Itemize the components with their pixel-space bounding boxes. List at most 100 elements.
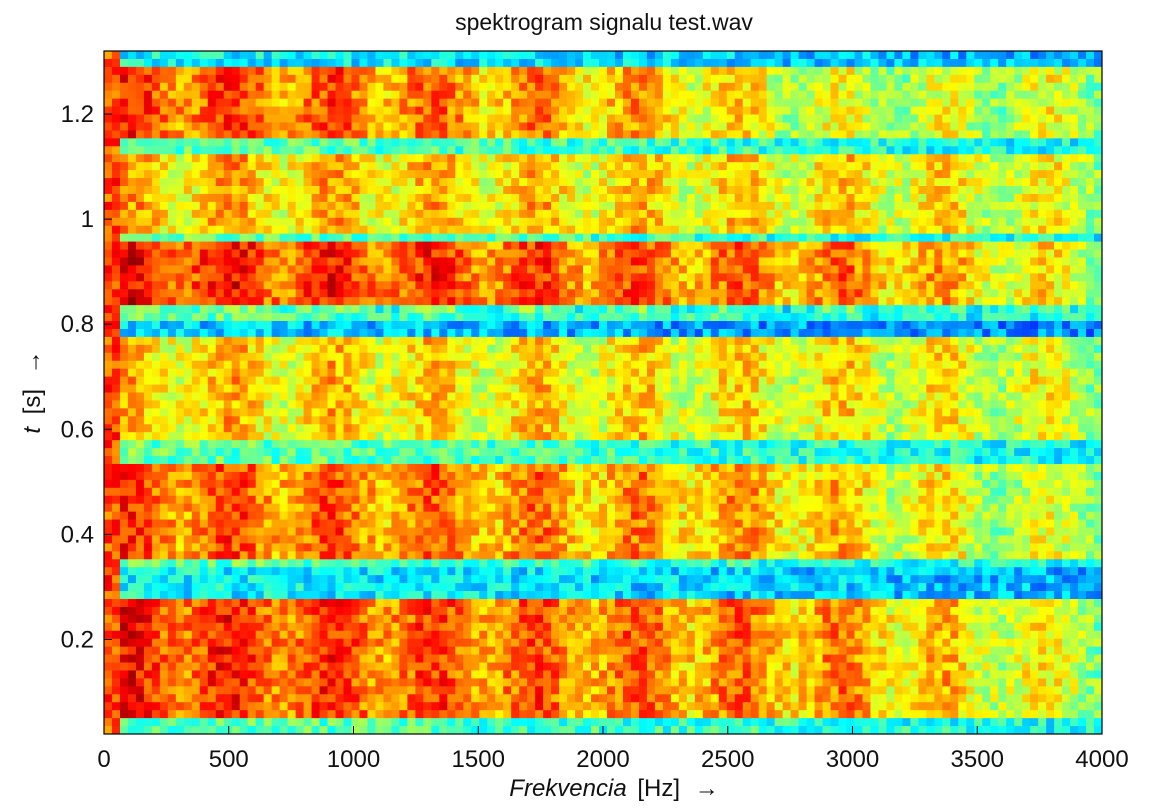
heatmap-cell	[750, 265, 760, 274]
heatmap-cell	[702, 90, 712, 100]
heatmap-cell	[1030, 249, 1039, 258]
heatmap-cell	[303, 193, 312, 203]
heatmap-cell	[622, 257, 632, 266]
heatmap-cell	[1078, 90, 1087, 100]
heatmap-cell	[207, 193, 217, 203]
heatmap-cell	[974, 233, 983, 242]
heatmap-cell	[750, 154, 760, 163]
heatmap-cell	[423, 58, 432, 68]
heatmap-cell	[439, 225, 448, 235]
heatmap-cell	[255, 74, 265, 84]
heatmap-cell	[151, 273, 161, 282]
heatmap-cell	[295, 233, 304, 242]
heatmap-cell	[455, 90, 464, 100]
heatmap-cell	[407, 233, 416, 242]
heatmap-cell	[487, 146, 496, 155]
heatmap-cell	[391, 344, 400, 354]
heatmap-cell	[399, 154, 408, 163]
heatmap-cell	[806, 209, 815, 219]
heatmap-cell	[926, 289, 935, 298]
heatmap-cell	[159, 281, 169, 290]
heatmap-cell	[359, 305, 368, 314]
heatmap-cell	[1014, 66, 1023, 76]
heatmap-cell	[838, 178, 847, 187]
heatmap-cell	[399, 98, 408, 107]
heatmap-cell	[990, 249, 999, 258]
heatmap-cell	[343, 130, 352, 139]
heatmap-cell	[327, 305, 336, 314]
heatmap-cell	[575, 146, 584, 155]
heatmap-cell	[854, 90, 863, 100]
heatmap-cell	[678, 321, 688, 330]
heatmap-cell	[215, 98, 225, 107]
heatmap-cell	[726, 344, 736, 354]
heatmap-cell	[391, 313, 400, 322]
heatmap-cell	[263, 297, 273, 306]
heatmap-cell	[982, 106, 991, 115]
heatmap-cell	[143, 74, 153, 84]
heatmap-cell	[1030, 297, 1039, 306]
heatmap-cell	[527, 98, 536, 107]
heatmap-cell	[343, 209, 352, 219]
heatmap-cell	[670, 336, 680, 346]
heatmap-cell	[878, 217, 887, 227]
heatmap-cell	[143, 321, 153, 330]
heatmap-cell	[686, 186, 696, 195]
heatmap-cell	[766, 106, 776, 115]
heatmap-cell	[279, 186, 289, 195]
heatmap-cell	[630, 154, 640, 163]
heatmap-cell	[878, 305, 887, 314]
heatmap-cell	[479, 154, 488, 163]
heatmap-cell	[974, 122, 983, 131]
heatmap-cell	[591, 289, 600, 298]
heatmap-cell	[591, 233, 600, 242]
heatmap-cell	[527, 146, 536, 155]
heatmap-cell	[1022, 193, 1031, 203]
heatmap-cell	[151, 82, 161, 92]
heatmap-cell	[367, 313, 376, 322]
heatmap-cell	[814, 122, 823, 131]
heatmap-cell	[239, 170, 249, 179]
heatmap-cell	[646, 130, 656, 139]
heatmap-cell	[471, 289, 480, 298]
heatmap-cell	[175, 146, 185, 155]
heatmap-cell	[1006, 297, 1015, 306]
heatmap-cell	[646, 66, 656, 76]
heatmap-cell	[423, 352, 432, 362]
heatmap-cell	[686, 90, 696, 100]
heatmap-cell	[886, 360, 895, 370]
heatmap-cell	[447, 241, 456, 250]
heatmap-cell	[503, 122, 512, 131]
heatmap-cell	[255, 249, 265, 258]
heatmap-cell	[974, 241, 983, 250]
heatmap-cell	[519, 51, 528, 60]
heatmap-cell	[966, 233, 975, 242]
heatmap-cell	[806, 201, 815, 211]
heatmap-cell	[830, 201, 839, 211]
heatmap-cell	[814, 58, 823, 68]
heatmap-cell	[846, 51, 855, 60]
heatmap-cell	[223, 114, 233, 123]
heatmap-cell	[511, 98, 520, 107]
heatmap-cell	[104, 305, 113, 314]
heatmap-cell	[111, 130, 121, 139]
heatmap-cell	[774, 162, 784, 171]
heatmap-cell	[1086, 305, 1095, 314]
heatmap-cell	[1006, 233, 1015, 242]
heatmap-cell	[662, 217, 672, 227]
heatmap-cell	[918, 265, 927, 274]
heatmap-cell	[1054, 138, 1063, 147]
heatmap-cell	[1038, 170, 1047, 179]
heatmap-cell	[255, 51, 265, 60]
heatmap-cell	[319, 193, 328, 203]
heatmap-cell	[1038, 321, 1047, 330]
heatmap-cell	[207, 162, 217, 171]
heatmap-cell	[167, 122, 177, 131]
heatmap-cell	[830, 58, 839, 68]
heatmap-cell	[311, 352, 320, 362]
heatmap-cell	[742, 51, 752, 60]
heatmap-cell	[175, 352, 185, 362]
heatmap-cell	[407, 138, 416, 147]
heatmap-cell	[1078, 217, 1087, 227]
heatmap-cell	[519, 344, 528, 354]
